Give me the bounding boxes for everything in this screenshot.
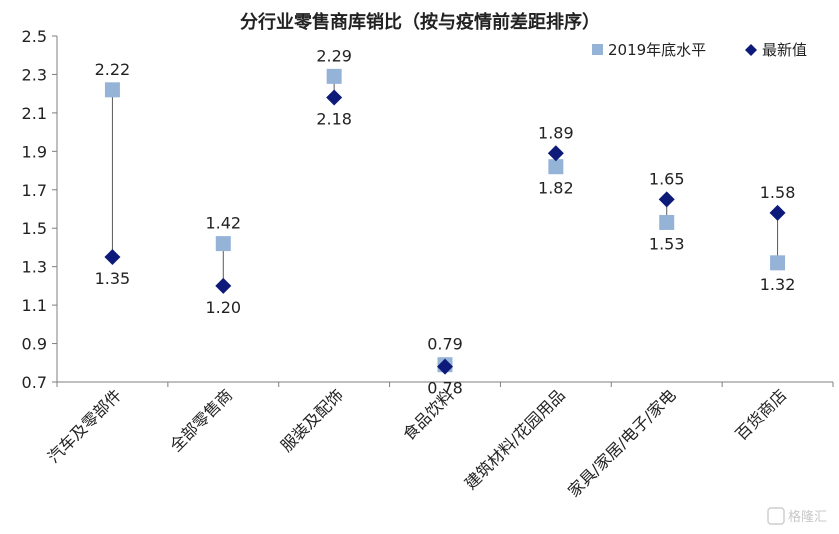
latest-value-label: 1.20 [205,298,241,317]
y-tick-label: 0.9 [22,335,47,354]
y-tick-label: 1.7 [22,181,47,200]
y-tick-label: 1.1 [22,296,47,315]
baseline-square-marker [215,236,231,252]
legend-baseline-marker [592,44,603,55]
axes-group: 0.7 0.9 1.1 1.3 1.5 1.7 1.9 2.1 2.3 2.5 汽车及零部件 全部零售… [22,27,834,501]
y-tick-label: 0.7 [22,373,47,392]
latest-value-label: 2.18 [316,110,352,129]
latest-value-label: 1.89 [538,123,574,142]
data-labels: 2.22 1.35 1.42 1.20 2.29 2.18 0.79 0.78 1.82 1.89… [95,46,796,397]
x-category-label: 全部零售商 [166,385,236,455]
latest-value-label: 1.65 [649,169,685,188]
latest-diamond-marker [104,249,121,266]
watermark-icon [767,507,785,525]
baseline-square-marker [104,82,120,98]
y-tick-label: 2.3 [22,65,47,84]
chart-title: 分行业零售商库销比（按与疫情前差距排序） [240,11,600,33]
x-category-label: 家具/家居/电子/家电 [564,385,679,500]
legend: 2019年底水平 最新值 [592,41,807,59]
latest-diamond-marker [437,358,453,375]
baseline-square-marker [659,214,675,230]
baseline-value-label: 1.82 [538,179,574,198]
watermark-text: 格隆汇 [788,509,827,525]
legend-latest-marker [745,44,757,56]
baseline-value-label: 0.79 [427,335,463,354]
latest-diamond-marker [769,204,786,221]
baseline-square-marker [770,255,786,271]
y-tick-label: 2.5 [22,27,47,46]
baseline-square-marker [548,159,564,175]
baseline-value-label: 1.53 [649,234,685,253]
x-category-label: 百货商店 [732,385,791,444]
x-category-label: 服装及配饰 [277,385,347,455]
x-category-label: 汽车及零部件 [44,385,125,466]
baseline-value-label: 1.42 [205,214,241,233]
baseline-value-label: 1.32 [760,275,796,294]
latest-diamond-marker [547,145,564,162]
y-tick-label: 1.3 [22,258,47,277]
x-category-label: 建筑材料/花园用品 [461,385,569,493]
baseline-value-label: 2.29 [316,46,352,65]
legend-baseline-label: 2019年底水平 [608,41,706,59]
data-marks [104,68,786,375]
legend-latest-label: 最新值 [762,41,807,59]
y-tick-label: 1.5 [22,219,47,238]
latest-diamond-marker [658,191,675,208]
baseline-value-label: 2.22 [95,60,131,79]
latest-value-label: 0.78 [427,379,463,398]
latest-diamond-marker [215,277,232,294]
watermark-logo: 格隆汇 [767,507,827,525]
latest-value-label: 1.35 [95,269,131,288]
y-tick-label: 1.9 [22,142,47,161]
latest-value-label: 1.58 [760,183,796,202]
baseline-square-marker [326,68,342,84]
latest-diamond-marker [326,89,343,106]
y-tick-label: 2.1 [22,104,47,123]
